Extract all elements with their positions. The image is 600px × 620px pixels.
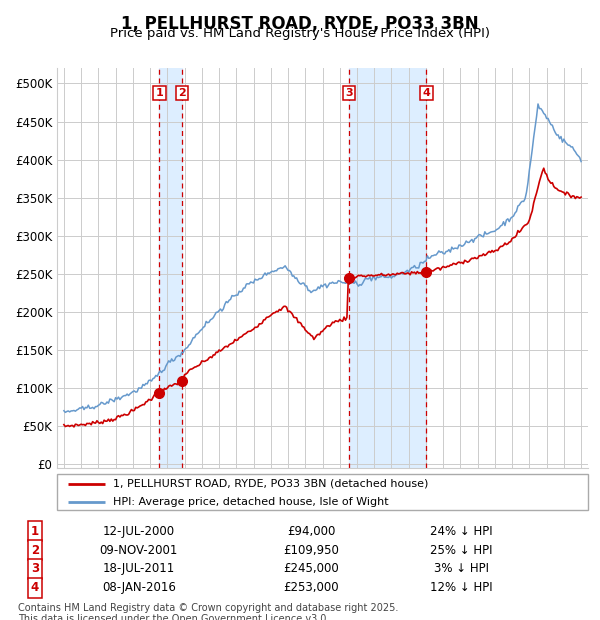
Bar	[159, 68, 182, 468]
Text: 18-JUL-2011: 18-JUL-2011	[103, 562, 175, 575]
Text: £94,000: £94,000	[287, 525, 336, 538]
Text: 4: 4	[422, 88, 430, 98]
Text: Price paid vs. HM Land Registry's House Price Index (HPI): Price paid vs. HM Land Registry's House …	[110, 27, 490, 40]
Text: 3% ↓ HPI: 3% ↓ HPI	[434, 562, 489, 575]
Text: 2: 2	[31, 544, 39, 557]
Text: 3: 3	[31, 562, 39, 575]
Text: 1: 1	[31, 525, 39, 538]
Text: £109,950: £109,950	[284, 544, 340, 557]
Text: 4: 4	[31, 581, 39, 594]
Text: 1, PELLHURST ROAD, RYDE, PO33 3BN: 1, PELLHURST ROAD, RYDE, PO33 3BN	[121, 16, 479, 33]
Text: 3: 3	[345, 88, 353, 98]
Text: 24% ↓ HPI: 24% ↓ HPI	[430, 525, 493, 538]
Text: £245,000: £245,000	[284, 562, 340, 575]
Text: 1: 1	[155, 88, 163, 98]
Text: 25% ↓ HPI: 25% ↓ HPI	[430, 544, 493, 557]
Text: 09-NOV-2001: 09-NOV-2001	[100, 544, 178, 557]
Text: Contains HM Land Registry data © Crown copyright and database right 2025.
This d: Contains HM Land Registry data © Crown c…	[18, 603, 398, 620]
Text: 2: 2	[178, 88, 186, 98]
Text: 12% ↓ HPI: 12% ↓ HPI	[430, 581, 493, 594]
Text: 12-JUL-2000: 12-JUL-2000	[103, 525, 175, 538]
FancyBboxPatch shape	[57, 474, 588, 510]
Text: 08-JAN-2016: 08-JAN-2016	[102, 581, 176, 594]
Text: 1, PELLHURST ROAD, RYDE, PO33 3BN (detached house): 1, PELLHURST ROAD, RYDE, PO33 3BN (detac…	[113, 479, 428, 489]
Text: £253,000: £253,000	[284, 581, 340, 594]
Bar	[349, 68, 427, 468]
Text: HPI: Average price, detached house, Isle of Wight: HPI: Average price, detached house, Isle…	[113, 497, 388, 507]
